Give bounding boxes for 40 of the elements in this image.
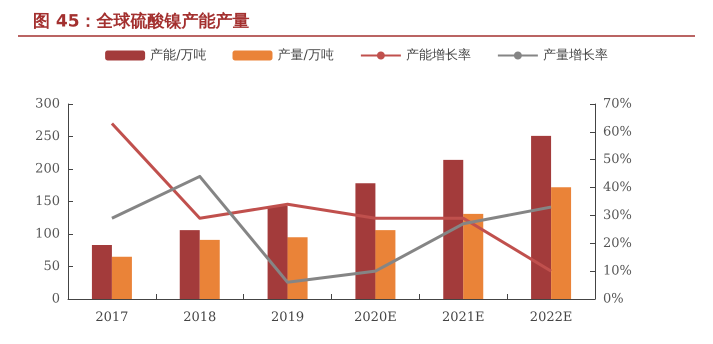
y-tick-label: 100	[35, 226, 60, 242]
y-tick-label: 50	[43, 259, 60, 274]
legend-label: 产量增长率	[542, 47, 608, 63]
y-tick-label: 0	[52, 292, 60, 306]
y2-tick-label: 70%	[603, 96, 632, 112]
line-series	[110, 174, 553, 284]
x-tick-label: 2020E	[354, 310, 397, 325]
bar	[551, 187, 572, 299]
y2-tick-label: 60%	[603, 124, 632, 140]
bar	[375, 230, 396, 299]
legend-label: 产能增长率	[406, 47, 471, 63]
bar	[443, 160, 464, 299]
y2-tick-label: 50%	[603, 152, 632, 168]
x-tick-label: 2022E	[530, 310, 572, 325]
legend-label: 产量/万吨	[278, 48, 334, 63]
y-tick-label: 200	[35, 162, 60, 176]
legend-label: 产能/万吨	[150, 48, 207, 63]
chart-title: 图 45：全球硫酸镍产能产量	[33, 12, 250, 32]
line-series	[110, 122, 553, 273]
bar	[355, 183, 376, 299]
x-tick-label: 2019	[271, 310, 304, 325]
y-tick-label: 150	[35, 194, 60, 209]
bar	[112, 256, 132, 299]
bar	[463, 214, 484, 299]
bar	[180, 230, 200, 299]
y-tick-label: 300	[35, 96, 60, 112]
y2-tick-label: 0%	[603, 292, 624, 306]
y2-tick-label: 10%	[603, 264, 632, 279]
bar	[288, 237, 308, 299]
y-tick-label: 250	[35, 129, 60, 144]
y2-tick-label: 40%	[603, 180, 632, 196]
bar	[268, 206, 288, 299]
x-tick-label: 2021E	[442, 310, 485, 325]
x-tick-label: 2017	[95, 310, 128, 325]
bar	[531, 136, 552, 299]
x-tick-label: 2018	[183, 310, 216, 325]
bar	[92, 245, 112, 299]
y2-tick-label: 30%	[603, 208, 632, 223]
bar	[200, 240, 220, 299]
y2-tick-label: 20%	[603, 236, 632, 251]
